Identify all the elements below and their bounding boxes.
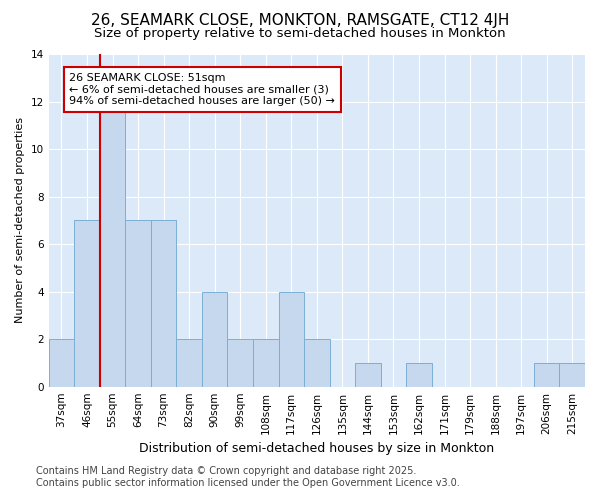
Text: Contains HM Land Registry data © Crown copyright and database right 2025.
Contai: Contains HM Land Registry data © Crown c… — [36, 466, 460, 487]
Bar — [227, 339, 253, 386]
Bar — [49, 339, 74, 386]
Bar — [304, 339, 329, 386]
Bar — [125, 220, 151, 386]
Bar — [74, 220, 100, 386]
Text: 26, SEAMARK CLOSE, MONKTON, RAMSGATE, CT12 4JH: 26, SEAMARK CLOSE, MONKTON, RAMSGATE, CT… — [91, 12, 509, 28]
Bar — [406, 363, 432, 386]
Bar — [559, 363, 585, 386]
Text: Size of property relative to semi-detached houses in Monkton: Size of property relative to semi-detach… — [94, 28, 506, 40]
Text: 26 SEAMARK CLOSE: 51sqm
← 6% of semi-detached houses are smaller (3)
94% of semi: 26 SEAMARK CLOSE: 51sqm ← 6% of semi-det… — [69, 73, 335, 106]
X-axis label: Distribution of semi-detached houses by size in Monkton: Distribution of semi-detached houses by … — [139, 442, 494, 455]
Bar — [253, 339, 278, 386]
Bar — [355, 363, 380, 386]
Bar — [100, 102, 125, 387]
Bar — [176, 339, 202, 386]
Bar — [202, 292, 227, 386]
Y-axis label: Number of semi-detached properties: Number of semi-detached properties — [15, 118, 25, 324]
Bar — [151, 220, 176, 386]
Bar — [278, 292, 304, 386]
Bar — [534, 363, 559, 386]
